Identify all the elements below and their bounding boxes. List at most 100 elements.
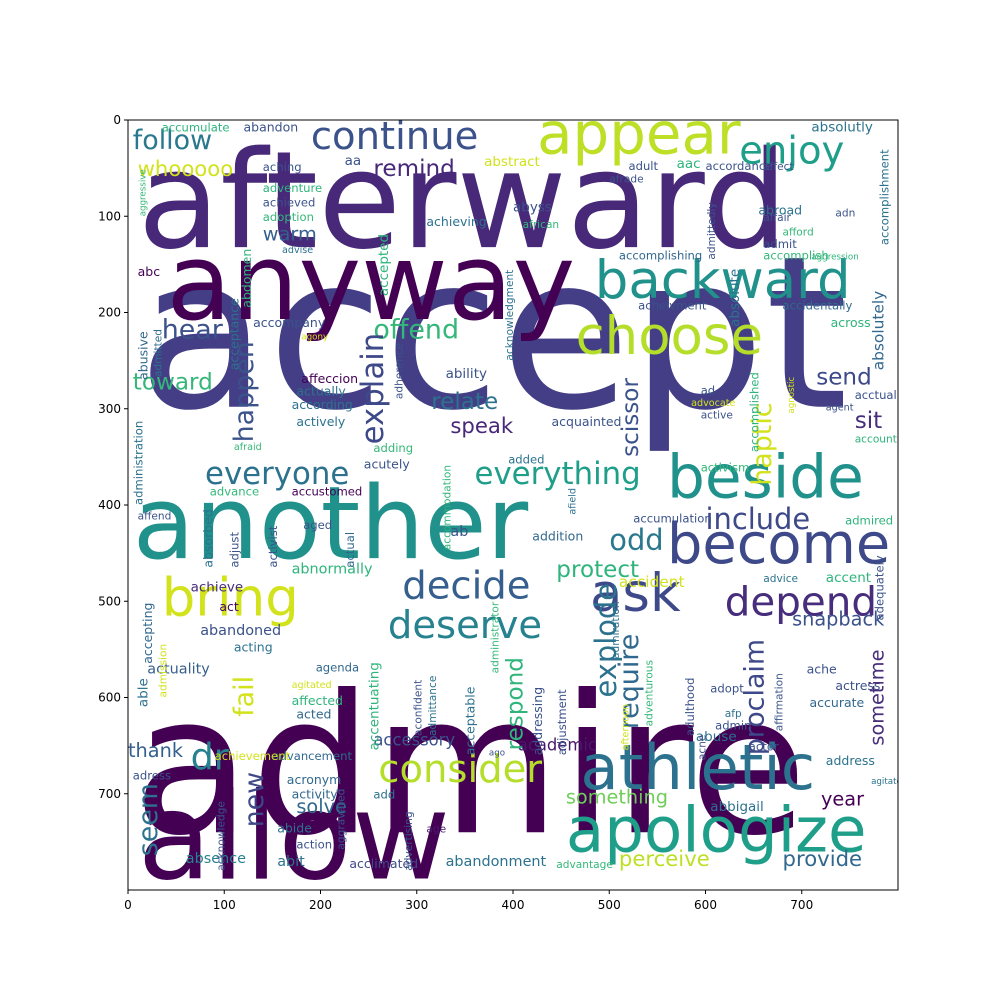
vertical-word-35: aconfident (413, 680, 425, 736)
word-95: according (292, 397, 353, 412)
word-56: abandoned (200, 623, 281, 639)
word-53: abnormally (292, 561, 373, 577)
word-132: african (523, 219, 560, 231)
x-tick-label: 500 (598, 898, 621, 912)
word-37: snapback (792, 607, 885, 630)
word-58: actuality (147, 661, 210, 677)
vertical-word-18: aggressive (138, 169, 148, 216)
word-134: accidentally (783, 299, 853, 313)
word-29: whooooo (138, 156, 234, 181)
word-22: everything (475, 456, 641, 492)
word-45: provide (783, 846, 863, 871)
word-25: protect (556, 557, 639, 583)
word-137: advocate (691, 398, 735, 409)
word-103: aged (303, 518, 332, 532)
word-0: accept (138, 210, 848, 457)
vertical-word-42: admiration (610, 601, 622, 659)
vertical-word-24: adjust (228, 532, 242, 568)
word-38: accident (619, 573, 685, 591)
word-106: agony (301, 333, 328, 343)
word-69: action (296, 838, 332, 852)
word-5: allow (138, 768, 451, 908)
word-41: solve (296, 795, 346, 818)
word-48: abandonment (446, 854, 547, 870)
word-122: affair (763, 212, 791, 224)
vertical-word-10: seem (133, 783, 164, 856)
word-130: achieving (426, 214, 486, 229)
word-52: advantage (556, 859, 613, 871)
x-tick-label: 700 (790, 898, 813, 912)
word-57: acting (234, 639, 273, 654)
plot-area: acceptadmireafterwardanywayanotherallowa… (127, 119, 907, 908)
word-85: accent (826, 570, 871, 586)
vertical-word-47: adequately (873, 555, 887, 620)
vertical-word-5: require (614, 634, 645, 730)
vertical-word-52: acknowledge (215, 801, 227, 871)
word-123: abroad (758, 202, 802, 217)
vertical-word-4: explode (589, 583, 623, 698)
word-100: advance (210, 484, 259, 498)
word-126: admit (763, 237, 797, 251)
word-70: age (426, 823, 446, 835)
word-82: actress (835, 678, 880, 693)
x-tick-label: 100 (213, 898, 236, 912)
word-128: accomplishing (619, 249, 702, 263)
vertical-word-2: scissor (618, 378, 644, 457)
word-30: remind (373, 156, 454, 182)
word-76: actor (749, 739, 779, 753)
word-64: achievement (215, 749, 291, 763)
word-81: ache (807, 661, 837, 676)
word-125: afford (783, 227, 814, 239)
vertical-word-15: admitted (153, 329, 165, 377)
word-51: acclimated (349, 856, 418, 871)
word-133: acheivment (638, 299, 707, 313)
vertical-word-0: explain (355, 333, 391, 445)
y-tick-label: 100 (98, 209, 121, 223)
x-tick-label: 200 (309, 898, 332, 912)
word-77: abuse (696, 729, 737, 745)
word-40: thank (128, 739, 184, 762)
y-tick-label: 700 (98, 787, 121, 801)
vertical-word-27: absolute (727, 269, 743, 327)
vertical-word-28: admittedly (706, 202, 718, 259)
word-80: adopt (710, 682, 744, 696)
word-108: adventure (263, 181, 322, 195)
word-54: achieve (191, 580, 244, 596)
vertical-word-25: activist (266, 525, 280, 567)
y-tick-label: 300 (98, 402, 121, 416)
word-49: absence (186, 851, 246, 867)
word-17: deserve (388, 603, 542, 648)
vertical-word-43: adventurous (644, 660, 656, 726)
x-tick-label: 300 (405, 898, 428, 912)
word-15: depend (725, 578, 877, 626)
word-110: adoption (263, 210, 314, 224)
word-24: odd (609, 523, 663, 557)
vertical-word-20: acknowledgment (504, 270, 516, 361)
word-94: affeccion (301, 371, 358, 386)
vertical-word-1: happen (229, 341, 260, 442)
word-31: warm (263, 222, 317, 245)
word-61: acted (296, 707, 331, 722)
word-12: become (667, 512, 890, 577)
word-140: agent (826, 403, 854, 414)
word-109: achieved (263, 196, 316, 210)
vertical-word-50: aggravated (336, 789, 348, 850)
vertical-word-11: sometime (866, 650, 889, 746)
word-127: aggression (811, 253, 858, 263)
vertical-word-44: affirmation (774, 673, 786, 731)
word-139: acctually (855, 388, 907, 402)
word-102: affend (138, 510, 172, 522)
word-46: accessory (373, 731, 455, 750)
word-59: agenda (316, 661, 359, 675)
word-62: agitated (292, 680, 332, 691)
word-136: ad (701, 383, 715, 397)
word-19: apologize (566, 794, 867, 867)
vertical-word-17: abdomen (239, 249, 254, 308)
vertical-word-41: acne (697, 735, 709, 761)
vertical-word-37: accommodation (441, 465, 453, 550)
word-55: act (219, 599, 239, 614)
word-116: aac (677, 156, 701, 172)
word-74: address (826, 753, 875, 768)
x-tick-label: 0 (124, 898, 132, 912)
